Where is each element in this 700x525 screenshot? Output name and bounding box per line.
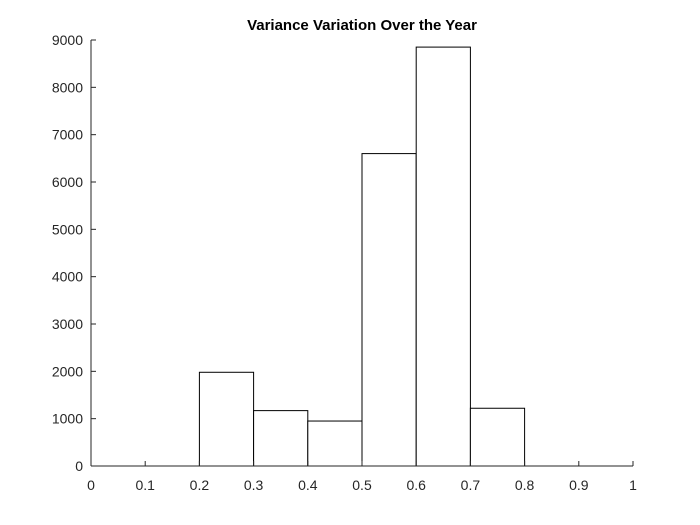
- y-tick-label: 9000: [52, 32, 83, 48]
- x-tick-label: 0.1: [135, 477, 155, 493]
- y-tick-label: 0: [75, 458, 83, 474]
- x-tick-label: 0.5: [352, 477, 372, 493]
- y-tick-label: 1000: [52, 411, 83, 427]
- x-tick-label: 1: [629, 477, 637, 493]
- histogram-bar: [198, 371, 255, 467]
- y-axis-ticks: 0 1000 2000 3000 4000 5000 6000 7000 8000 9000: [52, 32, 96, 474]
- y-tick-label: 2000: [52, 363, 83, 379]
- x-tick-label: 0.2: [190, 477, 210, 493]
- y-tick-label: 6000: [52, 174, 83, 190]
- y-tick-label: 4000: [52, 269, 83, 285]
- histogram-bars: [198, 46, 526, 467]
- histogram-bar: [415, 46, 471, 467]
- y-tick-label: 8000: [52, 79, 83, 95]
- y-tick-label: 3000: [52, 316, 83, 332]
- y-tick-label: 5000: [52, 221, 83, 237]
- x-tick-label: 0.7: [461, 477, 481, 493]
- histogram-bar: [253, 410, 309, 467]
- x-tick-label: 0.4: [298, 477, 318, 493]
- histogram-bar: [307, 420, 363, 467]
- x-tick-label: 0.6: [406, 477, 426, 493]
- y-tick-label: 7000: [52, 127, 83, 143]
- histogram-bar: [469, 407, 526, 467]
- x-tick-label: 0.8: [515, 477, 535, 493]
- histogram-bar: [361, 153, 417, 467]
- x-axis-ticks: 0 0.1 0.2 0.3 0.4 0.5 0.6 0.7 0.8 0.9 1: [87, 461, 637, 493]
- x-tick-label: 0: [87, 477, 95, 493]
- x-tick-label: 0.9: [569, 477, 589, 493]
- x-tick-label: 0.3: [244, 477, 264, 493]
- chart-title: Variance Variation Over the Year: [247, 17, 477, 34]
